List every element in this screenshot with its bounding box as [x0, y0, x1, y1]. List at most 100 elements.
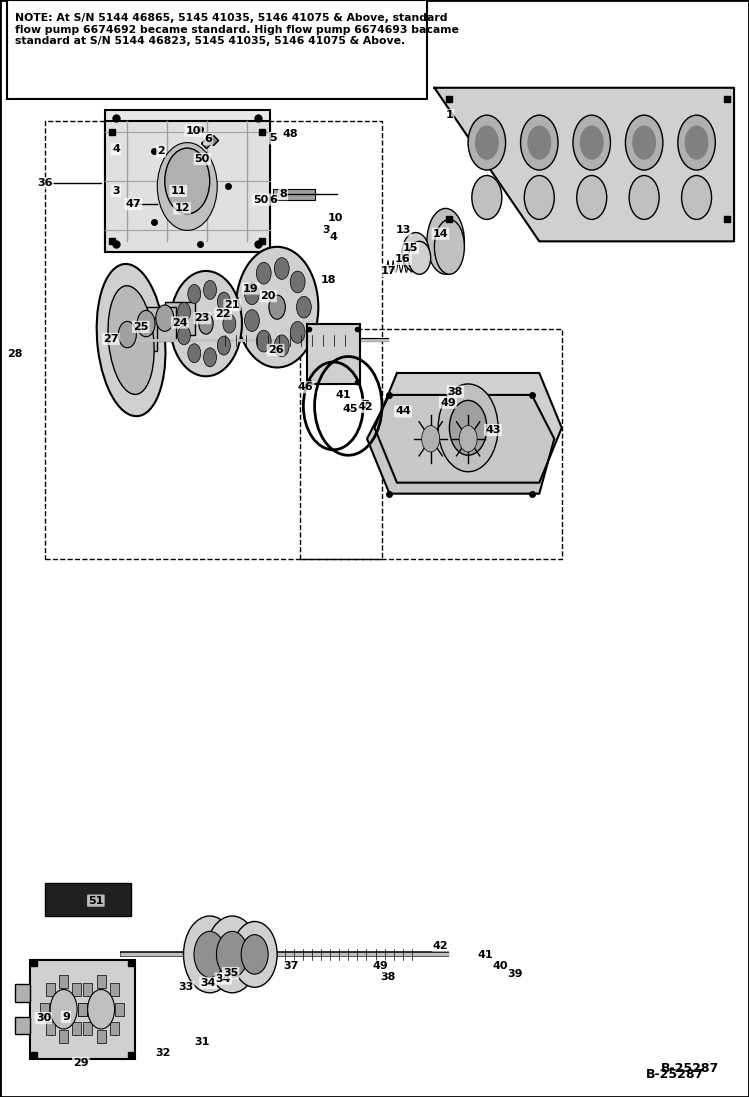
Text: 36: 36	[37, 178, 52, 189]
Circle shape	[170, 271, 242, 376]
Text: 45: 45	[343, 404, 358, 415]
Circle shape	[118, 321, 136, 348]
Text: 34: 34	[216, 973, 231, 984]
Text: 19: 19	[243, 283, 258, 294]
Bar	[59, 975, 68, 988]
Text: 42: 42	[358, 402, 373, 412]
Text: 15: 15	[403, 242, 418, 253]
Circle shape	[241, 935, 268, 974]
Circle shape	[188, 284, 201, 304]
Text: 6: 6	[204, 134, 212, 145]
Circle shape	[274, 335, 289, 357]
Text: 24: 24	[172, 317, 187, 328]
Text: 38: 38	[380, 972, 395, 983]
Text: 49: 49	[372, 961, 389, 972]
Circle shape	[206, 916, 258, 993]
Text: 32: 32	[156, 1048, 171, 1059]
Circle shape	[472, 176, 502, 219]
Circle shape	[476, 126, 498, 159]
Circle shape	[577, 176, 607, 219]
Bar	[97, 1030, 106, 1043]
Bar	[300, 329, 562, 559]
Circle shape	[236, 247, 318, 367]
Bar	[46, 1022, 55, 1036]
Text: 10: 10	[328, 213, 343, 224]
Text: B-25287: B-25287	[646, 1067, 704, 1081]
Circle shape	[169, 159, 206, 214]
Text: 27: 27	[103, 333, 118, 344]
Polygon shape	[434, 88, 734, 241]
Text: 7: 7	[362, 399, 369, 410]
Circle shape	[678, 115, 715, 170]
Text: 18: 18	[321, 274, 336, 285]
Circle shape	[256, 262, 271, 284]
Text: 37: 37	[283, 961, 298, 972]
Text: 6: 6	[270, 194, 277, 205]
Circle shape	[137, 310, 155, 337]
Bar	[78, 1003, 87, 1016]
Text: 11: 11	[171, 185, 186, 196]
Circle shape	[194, 931, 225, 977]
Circle shape	[204, 281, 216, 299]
Text: 33: 33	[178, 982, 193, 993]
Circle shape	[204, 348, 216, 366]
Polygon shape	[367, 395, 554, 494]
Circle shape	[290, 321, 305, 343]
Circle shape	[580, 126, 603, 159]
Bar	[78, 1003, 87, 1016]
Bar	[40, 1003, 49, 1016]
Text: 35: 35	[223, 968, 238, 979]
Text: 29: 29	[73, 1058, 88, 1068]
Text: 39: 39	[508, 969, 523, 980]
Circle shape	[156, 305, 174, 331]
Text: 3: 3	[322, 225, 330, 236]
Text: 23: 23	[195, 313, 210, 324]
Circle shape	[685, 126, 708, 159]
Text: 43: 43	[485, 425, 500, 436]
Text: 44: 44	[395, 406, 411, 417]
Bar	[83, 983, 92, 996]
Text: 28: 28	[7, 349, 22, 360]
Ellipse shape	[108, 285, 154, 395]
Text: 8: 8	[279, 189, 287, 200]
Circle shape	[88, 989, 115, 1029]
Text: 17: 17	[380, 265, 395, 276]
Bar	[45, 121, 382, 559]
Text: 4: 4	[112, 144, 120, 155]
Bar	[105, 110, 270, 252]
Circle shape	[573, 115, 610, 170]
Circle shape	[165, 148, 210, 214]
Text: 31: 31	[195, 1037, 210, 1048]
Circle shape	[290, 271, 305, 293]
Circle shape	[198, 313, 213, 335]
Bar	[73, 1022, 82, 1036]
Text: 5: 5	[270, 133, 277, 144]
Text: 41: 41	[336, 389, 351, 400]
Polygon shape	[374, 373, 562, 483]
Circle shape	[184, 916, 236, 993]
Circle shape	[232, 921, 277, 987]
Text: 34: 34	[201, 977, 216, 988]
Text: 1: 1	[446, 110, 453, 121]
Text: 3: 3	[112, 185, 120, 196]
Text: 40: 40	[493, 961, 508, 972]
Circle shape	[274, 258, 289, 280]
Circle shape	[468, 115, 506, 170]
Circle shape	[217, 292, 231, 312]
Circle shape	[438, 384, 498, 472]
Text: 9: 9	[62, 1011, 70, 1022]
Text: 47: 47	[126, 199, 141, 210]
Circle shape	[178, 326, 190, 344]
Text: 21: 21	[225, 299, 240, 310]
Bar	[165, 302, 195, 335]
Circle shape	[297, 296, 312, 318]
Circle shape	[217, 336, 231, 355]
Text: 10: 10	[186, 125, 201, 136]
Bar	[127, 318, 157, 351]
Text: 50: 50	[253, 194, 268, 205]
Circle shape	[176, 170, 198, 203]
Circle shape	[402, 233, 429, 272]
Circle shape	[157, 143, 217, 230]
Bar	[83, 1022, 92, 1036]
Text: 4: 4	[330, 231, 337, 242]
